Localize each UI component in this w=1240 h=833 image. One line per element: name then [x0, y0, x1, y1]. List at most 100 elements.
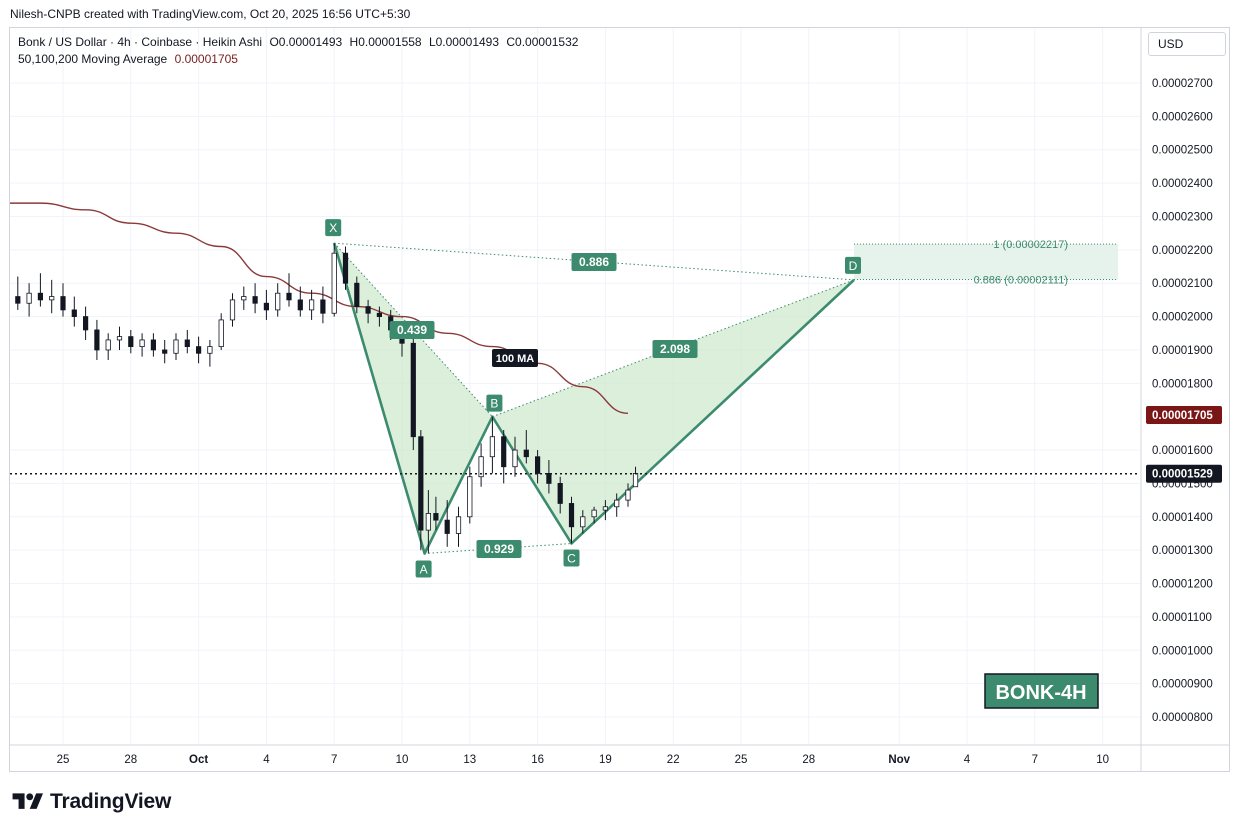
candle-body — [523, 449, 529, 458]
pattern-point-badge — [563, 549, 580, 567]
candle-body — [580, 516, 586, 528]
candle-body — [614, 499, 620, 508]
x-tick-label: 7 — [1032, 754, 1038, 766]
pattern-point-label: B — [490, 397, 498, 411]
candle-body — [489, 436, 496, 458]
watermark-text: BONK-4H — [995, 682, 1086, 704]
pattern-point-b: B — [486, 394, 503, 412]
pattern-point-label: D — [849, 259, 858, 273]
x-tick-label: 13 — [463, 754, 476, 766]
candle-body — [444, 519, 450, 534]
ohlc-close: C0.00001532 — [506, 35, 579, 49]
candle-body — [331, 252, 337, 314]
y-tick-label: 0.00002000 — [1152, 312, 1213, 324]
y-tick-label: 0.00001200 — [1152, 579, 1213, 591]
tradingview-logo-icon — [12, 793, 43, 809]
pattern-point-x: X — [325, 219, 342, 237]
candle-body — [275, 292, 281, 311]
y-tick-label: 0.00001300 — [1152, 545, 1213, 557]
currency-button[interactable]: USD — [1148, 32, 1226, 56]
candle-body — [252, 296, 258, 304]
y-tick-label: 0.00001900 — [1152, 345, 1213, 357]
candle-body — [632, 473, 639, 488]
candle-body — [535, 456, 541, 474]
candle-body — [425, 513, 431, 531]
candle-body — [207, 346, 213, 354]
candle-body — [26, 292, 32, 304]
ratio-xd: 0.886 — [571, 253, 617, 271]
x-tick-label: 4 — [263, 754, 270, 766]
candle-body — [218, 319, 224, 348]
symbol-watermark: BONK-4H — [984, 673, 1099, 709]
candle-body — [418, 436, 424, 531]
candle-body — [128, 336, 134, 348]
candle-body — [433, 513, 439, 521]
candle-body — [37, 292, 44, 301]
candle-body — [116, 336, 123, 341]
candles — [15, 243, 639, 554]
candle-body — [162, 349, 168, 354]
candle-body — [83, 316, 89, 331]
ratio-bd: 2.098 — [652, 340, 698, 358]
indicator-legend: 50,100,200 Moving Average 0.00001705 — [18, 52, 238, 66]
candle-body — [71, 309, 77, 317]
candle-body — [625, 489, 631, 501]
x-tick-label: 25 — [735, 754, 748, 766]
x-tick-label: 28 — [802, 754, 815, 766]
target-zone-box — [854, 244, 1118, 280]
ratio-label: 2.098 — [660, 342, 690, 356]
y-tick-label: 0.00000900 — [1152, 679, 1213, 691]
y-axis-ticks: 0.00002700 0.00002600 0.00002500 0.00002400… — [1152, 78, 1213, 724]
candle-body — [320, 299, 326, 314]
ma-label-text: 100 MA — [496, 353, 535, 365]
candle-body — [602, 506, 609, 511]
y-tick-label: 0.00000800 — [1152, 712, 1213, 724]
ratio-badge — [571, 253, 617, 271]
candle-body — [263, 302, 270, 311]
ma-100-label: 100 MA — [492, 349, 538, 367]
y-tick-label: 0.00001800 — [1152, 378, 1213, 390]
ratio-xb: 0.439 — [389, 321, 435, 339]
price-tag-text: 0.00001705 — [1152, 410, 1213, 422]
y-tick-label: 0.00001600 — [1152, 445, 1213, 457]
x-tick-label: 19 — [599, 754, 612, 766]
symbol-title[interactable]: Bonk / US Dollar · 4h · Coinbase · Heiki… — [18, 35, 263, 49]
tradingview-brand[interactable]: TradingView — [12, 790, 171, 814]
candle-body — [229, 299, 236, 321]
ratio-label: 0.929 — [484, 542, 514, 556]
y-tick-label: 0.00002500 — [1152, 145, 1213, 157]
pattern-point-badge — [486, 394, 503, 412]
x-tick-label: Oct — [189, 754, 208, 766]
ma-price-tag: 0.00001705 — [1146, 406, 1222, 425]
pattern-point-badge — [845, 256, 861, 274]
candle-body — [591, 509, 597, 518]
ratio-label: 0.886 — [579, 255, 609, 269]
ma-indicator-name[interactable]: 50,100,200 Moving Average — [18, 52, 168, 66]
pattern-triangle-bcd — [492, 279, 854, 544]
y-tick-label: 0.00001100 — [1152, 612, 1212, 624]
candle-body — [354, 282, 360, 307]
pattern-point-label: A — [420, 562, 428, 576]
price-tag-bg — [1146, 464, 1222, 483]
pattern-ratio-line-ac — [424, 542, 572, 554]
y-tick-label: 0.00001400 — [1152, 512, 1213, 524]
y-tick-label: 0.00001000 — [1152, 645, 1213, 657]
candle-body — [308, 299, 315, 311]
pattern-point-c: C — [563, 549, 580, 567]
candle-body — [568, 503, 575, 528]
candle-body — [501, 436, 507, 468]
ratio-label: 0.439 — [397, 323, 427, 337]
candle-body — [15, 296, 21, 304]
ratio-badge — [652, 340, 698, 358]
pattern-point-badge — [415, 560, 432, 578]
x-tick-label: 4 — [964, 754, 971, 766]
ma-badge — [492, 349, 538, 367]
candle-body — [173, 339, 179, 354]
candle-body — [150, 339, 156, 351]
x-tick-label: 25 — [57, 754, 70, 766]
pattern-point-badge — [325, 219, 342, 237]
x-tick-label: 10 — [1096, 754, 1109, 766]
candle-body — [105, 339, 111, 351]
candle-body — [557, 483, 563, 504]
